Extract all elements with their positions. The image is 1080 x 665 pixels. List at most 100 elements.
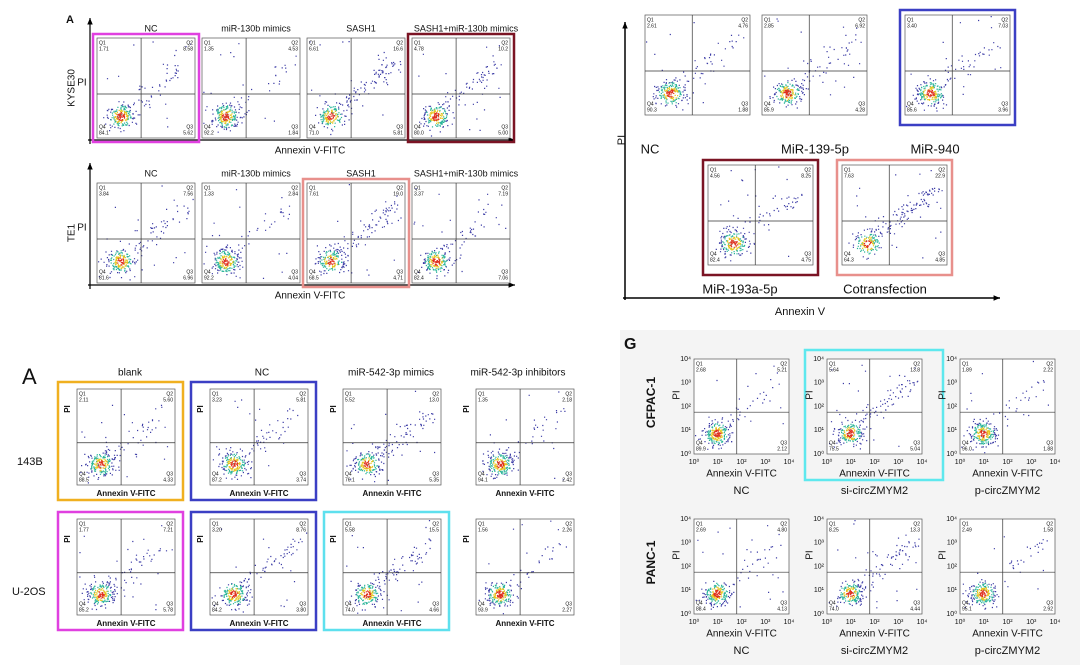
plot-area bbox=[96, 37, 196, 139]
y-axis-label: PI bbox=[196, 535, 205, 543]
quadrant-percent: 2.68 bbox=[696, 367, 706, 373]
event-dots bbox=[658, 82, 682, 105]
panel-label: G bbox=[624, 336, 636, 353]
event-dots bbox=[776, 82, 800, 104]
x-axis-label: Annexin V-FITC bbox=[229, 619, 288, 628]
quadrant-percent: 2.42 bbox=[562, 477, 572, 483]
arrow-head bbox=[993, 295, 1000, 301]
quadrant-percent: 5.21 bbox=[777, 367, 787, 373]
quadrant-percent: 6.92 bbox=[855, 23, 865, 29]
quadrant-name: Q1 bbox=[414, 40, 421, 46]
event-dots bbox=[713, 589, 721, 598]
y-axis-label: PI bbox=[805, 550, 816, 559]
quadrant-name: Q2 bbox=[501, 40, 508, 46]
event-dots bbox=[495, 590, 505, 599]
y-tick-label: 10² bbox=[681, 563, 692, 570]
quadrant-name: Q4 bbox=[309, 124, 316, 130]
y-tick-label: 10⁰ bbox=[813, 610, 824, 618]
y-tick-label: 10² bbox=[947, 563, 958, 570]
y-tick-label: 10¹ bbox=[814, 587, 825, 594]
x-tick-label: 10² bbox=[736, 619, 747, 626]
plot-title: SASH1 bbox=[346, 23, 376, 33]
quadrant-name: Q2 bbox=[741, 17, 748, 23]
highlight-frame bbox=[301, 177, 411, 289]
quadrant-name: Q4 bbox=[345, 601, 352, 607]
x-axis-label: Annexin V-FITC bbox=[972, 629, 1043, 640]
x-tick-label: 10⁰ bbox=[689, 458, 700, 466]
event-dots bbox=[829, 364, 919, 450]
quadrant-percent: 96.0 bbox=[962, 446, 972, 452]
quadrant-percent: 74.0 bbox=[345, 607, 355, 613]
quadrant-percent: 85.6 bbox=[907, 107, 917, 113]
y-tick-label: 10² bbox=[947, 403, 958, 410]
highlight-frame bbox=[803, 348, 945, 482]
event-dots bbox=[116, 112, 126, 121]
plot-area bbox=[826, 358, 923, 455]
event-dots bbox=[429, 254, 444, 269]
quadrant-name: Q3 bbox=[938, 251, 945, 257]
quadrant-name: Q2 bbox=[291, 40, 298, 46]
event-dots bbox=[846, 590, 855, 598]
quadrant-percent: 87.2 bbox=[212, 477, 222, 483]
y-tick-label: 10⁴ bbox=[946, 356, 957, 363]
quadrant-percent: 4.04 bbox=[288, 275, 298, 281]
plot-area bbox=[76, 518, 176, 616]
quadrant-percent: 3.37 bbox=[414, 191, 424, 197]
quadrant-name: Q1 bbox=[764, 17, 771, 23]
quadrant-percent: 3.96 bbox=[998, 107, 1008, 113]
quadrant-name: Q3 bbox=[432, 471, 439, 477]
event-dots bbox=[489, 454, 511, 475]
x-tick-label: 10² bbox=[736, 459, 747, 466]
event-dots bbox=[424, 251, 448, 273]
quadrant-percent: 4.44 bbox=[910, 606, 920, 612]
y-tick-label: 10³ bbox=[947, 380, 958, 387]
event-dots bbox=[117, 257, 125, 266]
quadrant-percent: 4.78 bbox=[414, 46, 424, 52]
plot-title: MiR-193a-5p bbox=[702, 281, 777, 296]
quadrant-percent: 68.5 bbox=[309, 275, 319, 281]
event-dots bbox=[219, 109, 233, 125]
event-dots bbox=[221, 112, 230, 121]
plot-area bbox=[342, 518, 442, 616]
quadrant-name: Q3 bbox=[1046, 600, 1053, 606]
quadrant-percent: 3.20 bbox=[212, 527, 222, 533]
quadrant-name: Q1 bbox=[345, 391, 352, 397]
quadrant-name: Q1 bbox=[204, 40, 211, 46]
panel-label: A bbox=[22, 364, 37, 389]
row-label: PANC-1 bbox=[644, 540, 658, 584]
plot-title: SASH1 bbox=[346, 168, 376, 178]
highlight-frame bbox=[189, 510, 318, 632]
event-dots bbox=[215, 250, 238, 273]
x-axis-label: Annexin V-FITC bbox=[495, 619, 554, 628]
x-axis-label: Annexin V bbox=[775, 306, 826, 318]
quadrant-name: Q2 bbox=[166, 391, 173, 397]
highlight-frame bbox=[189, 380, 318, 502]
quadrant-percent: 7.21 bbox=[163, 527, 173, 533]
quadrant-percent: 5.81 bbox=[296, 397, 306, 403]
quadrant-percent: 7.63 bbox=[844, 173, 854, 179]
quadrant-percent: 75.5 bbox=[829, 446, 839, 452]
event-dots bbox=[110, 105, 132, 127]
quadrant-name: Q3 bbox=[780, 440, 787, 446]
event-dots bbox=[840, 583, 861, 605]
quadrant-percent: 94.1 bbox=[478, 477, 488, 483]
x-tick-label: 10³ bbox=[760, 619, 771, 626]
quadrant-percent: 64.3 bbox=[844, 257, 854, 263]
plot-area bbox=[96, 182, 196, 284]
quadrant-percent: 1.71 bbox=[99, 46, 109, 52]
quadrant-percent: 5.62 bbox=[183, 130, 193, 136]
quadrant-percent: 80.0 bbox=[414, 130, 424, 136]
quadrant-percent: 15.5 bbox=[429, 527, 439, 533]
quadrant-percent: 8.25 bbox=[829, 527, 839, 533]
event-dots bbox=[919, 82, 943, 105]
column-title: blank bbox=[118, 368, 143, 379]
quadrant-name: Q3 bbox=[501, 124, 508, 130]
quadrant-name: Q3 bbox=[741, 101, 748, 107]
quadrant-name: Q1 bbox=[99, 40, 106, 46]
plot-area bbox=[342, 388, 442, 486]
event-dots bbox=[324, 109, 339, 124]
event-dots bbox=[221, 258, 230, 266]
highlight-frame bbox=[835, 158, 954, 277]
x-tick-label: 10⁰ bbox=[955, 618, 966, 626]
event-dots bbox=[97, 591, 105, 599]
